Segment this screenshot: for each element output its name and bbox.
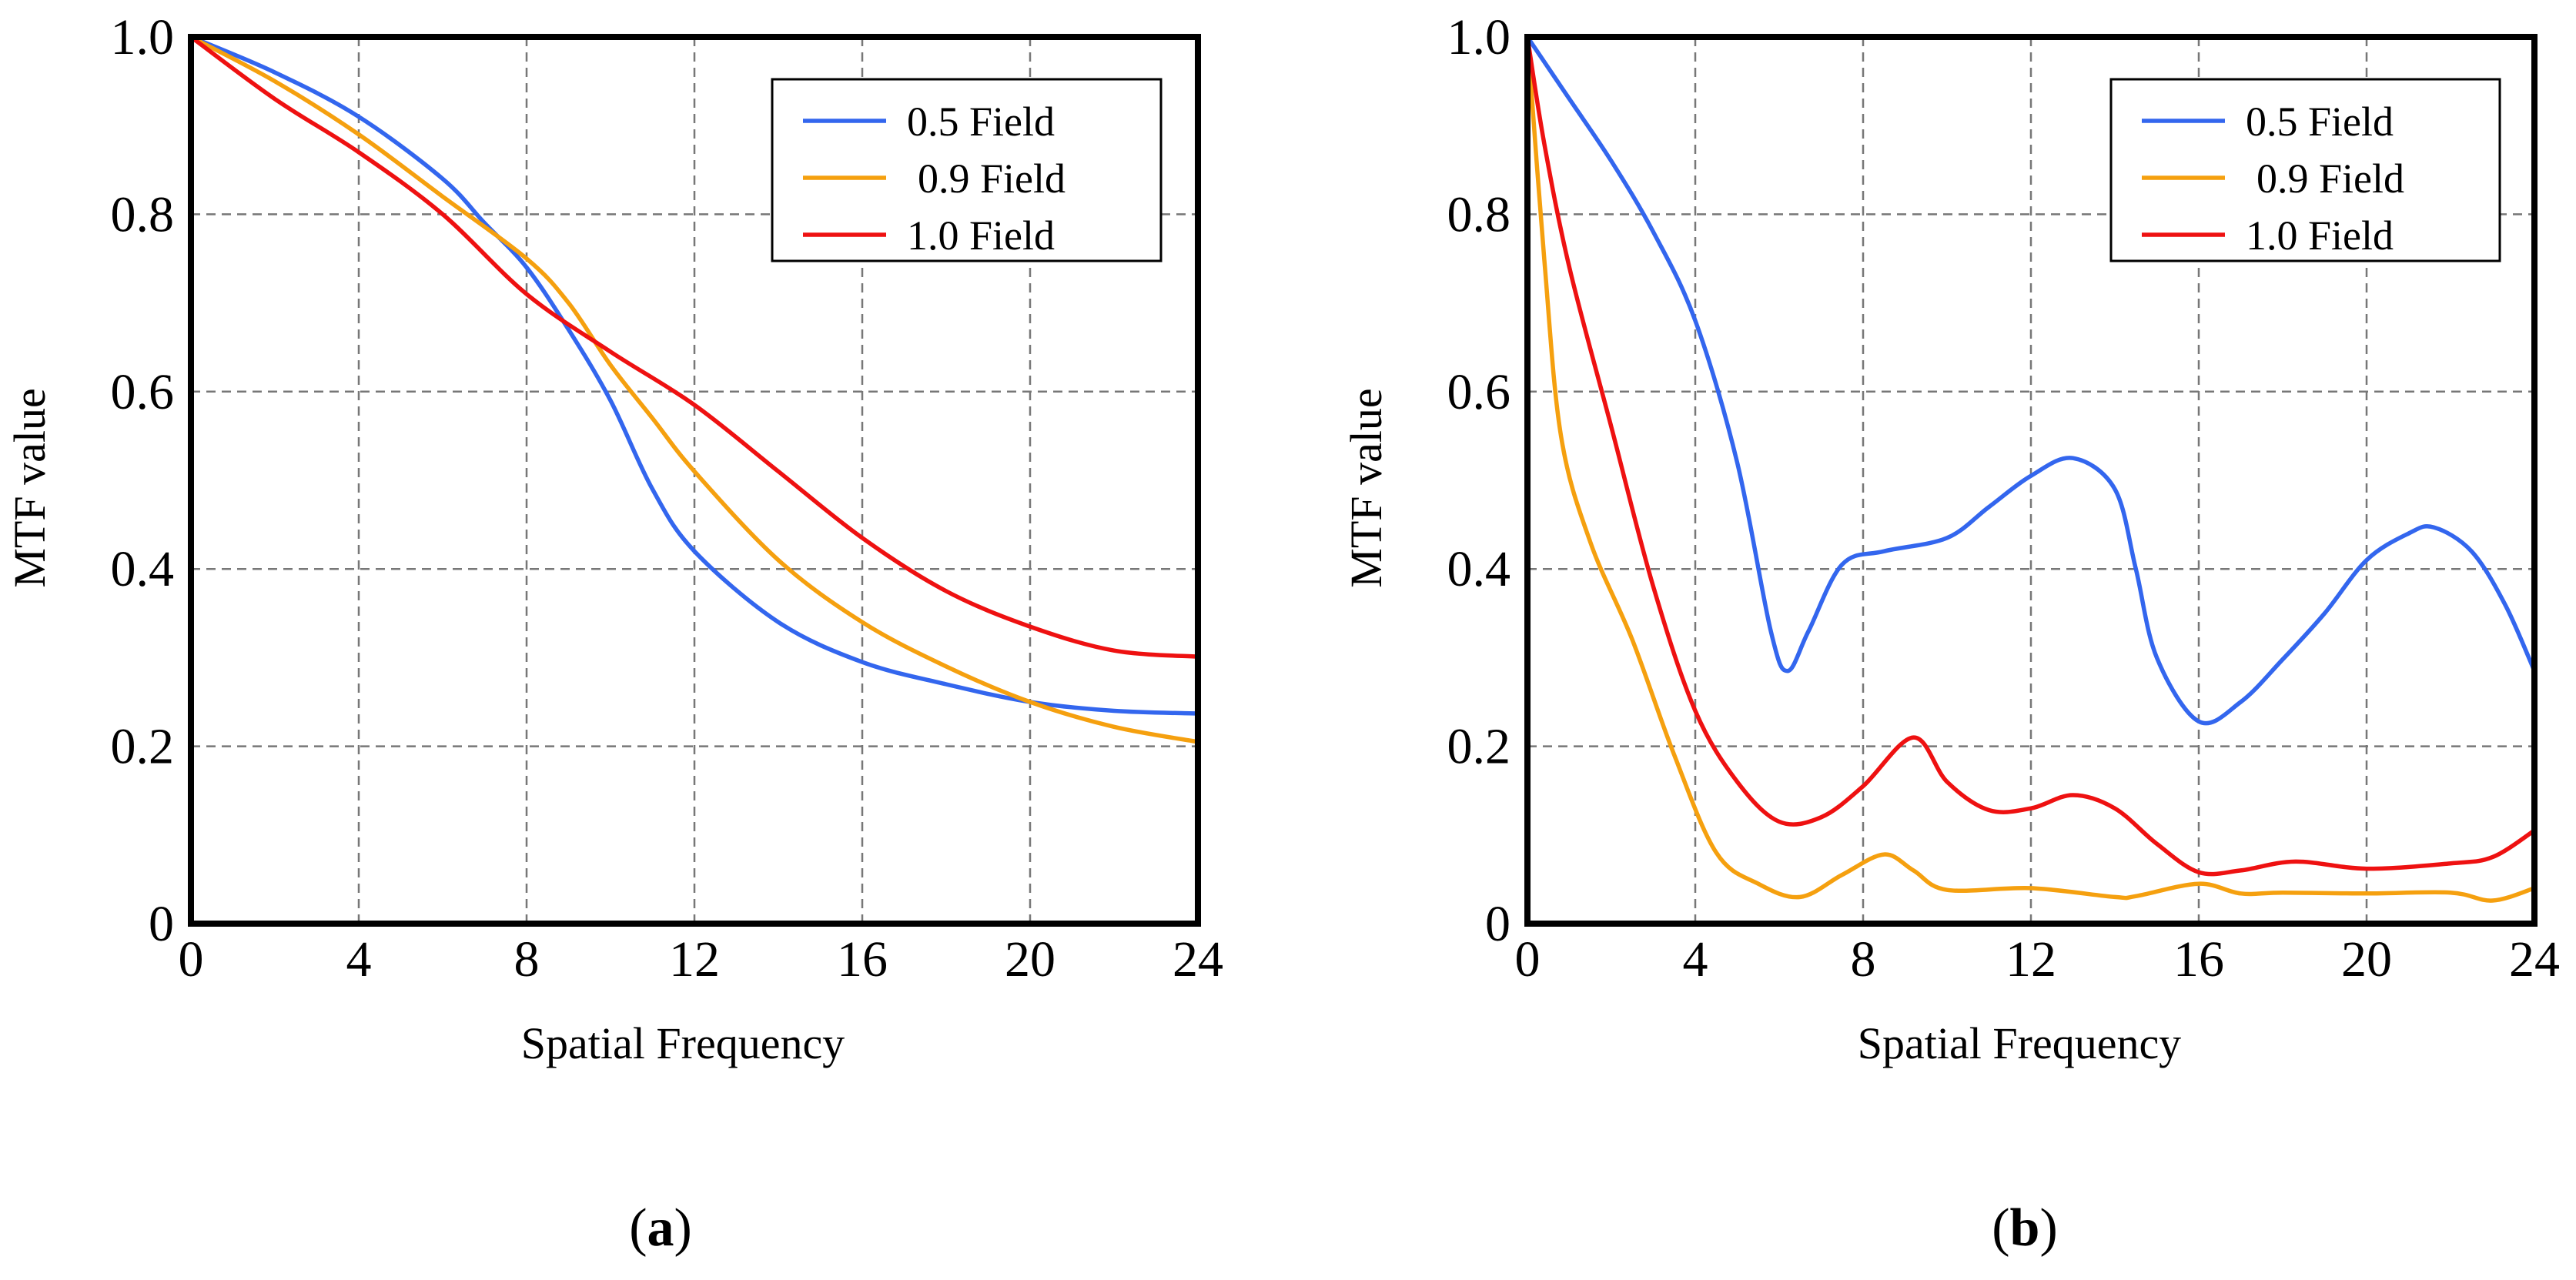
curves-b (1525, 35, 2537, 903)
legend-b: 0.5 Field 0.9 Field 1.0 Field (2109, 78, 2501, 262)
x-tick-label-b-3: 12 (2006, 931, 2056, 988)
x-tick-label-b-6: 24 (2509, 931, 2560, 988)
y-tick-label-a-0: 0 (149, 896, 174, 952)
x-axis-label-a: Spatial Frequency (521, 1018, 845, 1068)
x-tick-label-b-4: 16 (2173, 931, 2224, 988)
panel-label-a-letter: a (647, 1198, 674, 1258)
x-tick-label-b-5: 20 (2341, 931, 2392, 988)
panel-label-a: (a) (629, 1198, 692, 1258)
y-axis-label-b: MTF value (1341, 388, 1391, 587)
x-axis-label-b: Spatial Frequency (1858, 1018, 2181, 1068)
series-line-a-2 (189, 35, 1200, 659)
x-tick-label-a-6: 24 (1173, 931, 1223, 988)
y-tick-label-b-3: 0.6 (1447, 364, 1511, 420)
series-line-b-0 (1525, 35, 2537, 726)
series-line-a-0 (189, 35, 1200, 716)
y-axis-label-a: MTF value (5, 388, 55, 587)
panel-label-b-letter: b (2010, 1198, 2040, 1258)
x-tick-label-b-1: 4 (1683, 931, 1708, 988)
x-tick-label-a-3: 12 (669, 931, 720, 988)
y-tick-label-a-3: 0.6 (111, 364, 175, 420)
y-tick-label-a-1: 0.2 (111, 719, 175, 775)
panel-a: 0 4 8 12 16 20 24 0 0.2 0.4 0.6 0.8 1.0 Spatial Freq… (5, 9, 1223, 1258)
legend-entry-b-0: 0.5 Field (2246, 99, 2394, 145)
legend-entry-a-1: 0.9 Field (918, 155, 1066, 202)
x-tick-label-b-2: 8 (1851, 931, 1876, 988)
tick-labels-b: 0 4 8 12 16 20 24 0 0.2 0.4 0.6 0.8 1.0 (1447, 9, 2561, 988)
y-tick-label-b-1: 0.2 (1447, 719, 1511, 775)
legend-box-a (771, 78, 1163, 262)
x-tick-label-a-5: 20 (1005, 931, 1055, 988)
plot-frame-a (188, 34, 1201, 927)
legend-entry-b-1: 0.9 Field (2257, 155, 2404, 202)
x-tick-label-b-0: 0 (1515, 931, 1541, 988)
legend-entry-a-2: 1.0 Field (907, 212, 1055, 259)
legend-box-b (2109, 78, 2501, 262)
series-line-b-2 (1525, 35, 2537, 877)
plot-frame-b (1524, 34, 2538, 927)
y-tick-label-b-4: 0.8 (1447, 186, 1511, 242)
x-tick-label-a-4: 16 (837, 931, 888, 988)
tick-labels-a: 0 4 8 12 16 20 24 0 0.2 0.4 0.6 0.8 1.0 (111, 9, 1224, 988)
y-tick-label-a-2: 0.4 (111, 541, 175, 597)
panel-label-b: (b) (1992, 1198, 2058, 1258)
series-line-a-1 (189, 35, 1200, 744)
legend-a: 0.5 Field 0.9 Field 1.0 Field (771, 78, 1163, 262)
y-tick-label-b-2: 0.4 (1447, 541, 1511, 597)
legend-entry-a-0: 0.5 Field (907, 99, 1055, 145)
x-tick-label-a-1: 4 (346, 931, 372, 988)
y-tick-label-a-5: 1.0 (111, 9, 175, 65)
series-line-b-1 (1525, 35, 2537, 903)
y-tick-label-b-0: 0 (1485, 896, 1510, 952)
x-tick-label-a-0: 0 (179, 931, 204, 988)
legend-entry-b-2: 1.0 Field (2246, 212, 2394, 259)
y-tick-label-a-4: 0.8 (111, 186, 175, 242)
y-tick-label-b-5: 1.0 (1447, 9, 1511, 65)
x-tick-label-a-2: 8 (514, 931, 540, 988)
curves-a (189, 35, 1200, 744)
panel-b: 0 4 8 12 16 20 24 0 0.2 0.4 0.6 0.8 1.0 Spatial Freq… (1341, 9, 2560, 1258)
